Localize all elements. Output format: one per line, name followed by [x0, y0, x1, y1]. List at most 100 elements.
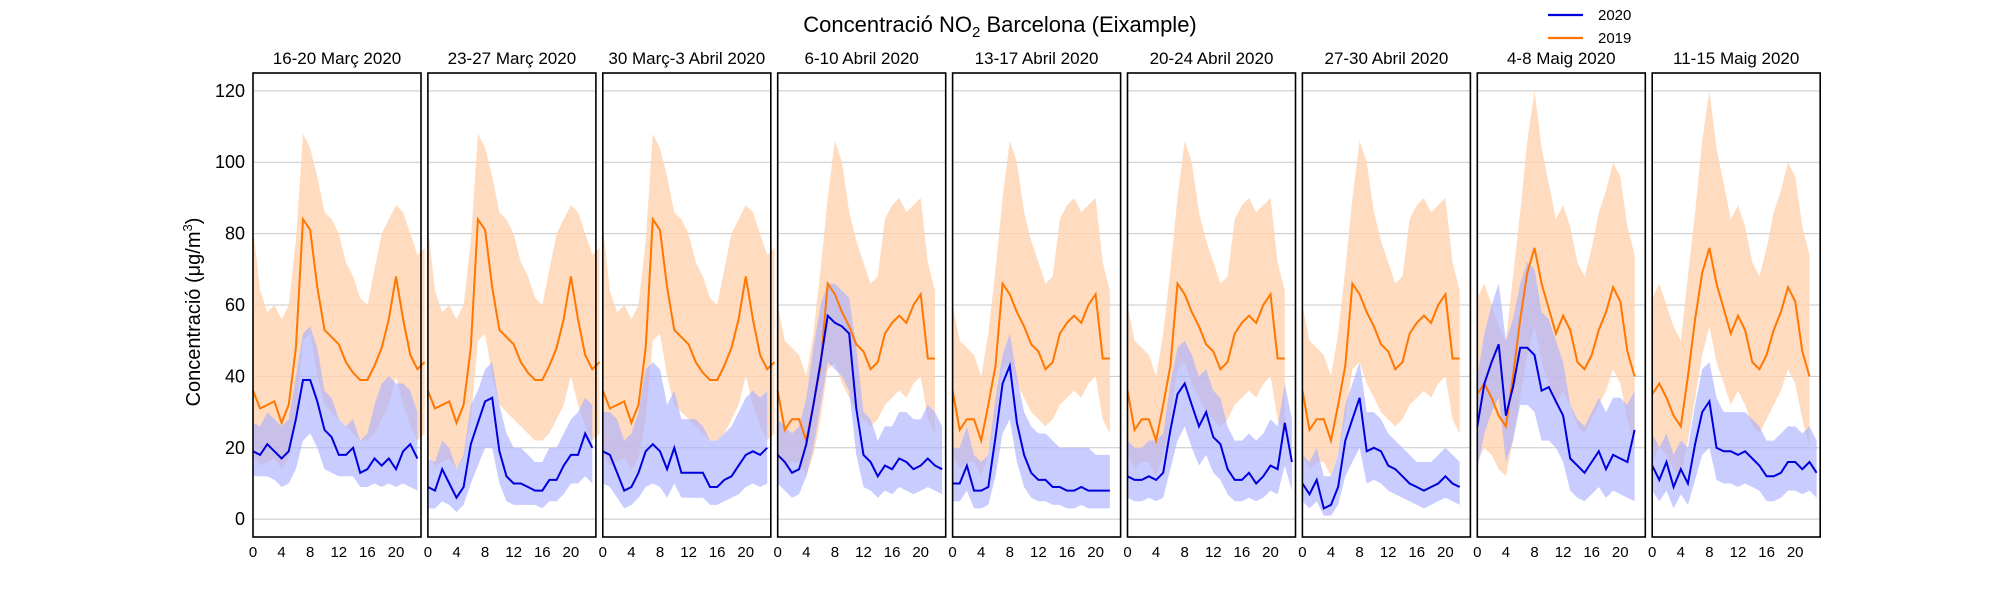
x-tick-label: 20 [563, 544, 580, 561]
legend: 2020 2019 [1548, 7, 1631, 47]
y-tick-label: 0 [235, 509, 245, 529]
series-line-2019 [1301, 280, 1460, 445]
x-tick-label: 0 [599, 544, 607, 561]
chart-panel: 11-15 Maig 2020 0 4 8 12 16 20 [1648, 49, 1821, 561]
band-2020 [1477, 262, 1635, 502]
x-tick-label: 16 [534, 544, 551, 561]
panel-title: 27-30 Abril 2020 [1324, 49, 1448, 68]
x-tick-label: 4 [1152, 544, 1160, 561]
x-tick-label: 12 [1030, 544, 1047, 561]
series-line-2020 [602, 442, 768, 492]
x-tick-label: 0 [1648, 544, 1656, 561]
x-tick-label: 4 [277, 544, 285, 561]
series-line-2019 [1126, 280, 1285, 445]
panel-frame [427, 72, 597, 538]
series-line-2019 [601, 216, 776, 426]
series-line-2019 [1651, 247, 1811, 430]
y-axis-label: Concentració (μg/m3) [180, 218, 205, 407]
x-tick-label: 20 [1262, 544, 1279, 561]
chart-panel: 6-10 Abril 2020 0 4 8 12 16 20 [774, 49, 947, 561]
series-line-2020 [1476, 343, 1636, 475]
chart-title-main: Concentració NO [803, 12, 972, 37]
series-line-2019 [252, 216, 426, 426]
panel-frame [1651, 72, 1821, 538]
x-tick-label: 20 [388, 544, 405, 561]
x-tick-label: 0 [1123, 544, 1131, 561]
x-tick-label: 16 [1059, 544, 1076, 561]
x-tick-label: 8 [1181, 544, 1189, 561]
band-2019 [1652, 90, 1810, 477]
panel-frame [601, 72, 772, 538]
x-tick-label: 12 [505, 544, 522, 561]
series-line-2019 [426, 216, 601, 426]
panel-title: 4-8 Maig 2020 [1507, 49, 1616, 68]
chart-panel: 16-20 Març 2020 0 4 8 12 16 20 0 20 40 60 80 100 120 [215, 49, 426, 561]
x-tick-label: 0 [249, 544, 257, 561]
panel-frame [252, 72, 422, 538]
x-tick-label: 8 [1530, 544, 1538, 561]
band-2020 [777, 283, 943, 498]
x-tick-label: 20 [1437, 544, 1454, 561]
chart-panel: 20-24 Abril 2020 0 4 8 12 16 20 [1123, 49, 1297, 561]
series-line-2020 [1127, 381, 1293, 486]
x-tick-label: 4 [1502, 544, 1510, 561]
y-tick-label: 80 [225, 224, 245, 244]
series-line-2019 [776, 280, 935, 445]
band-2020 [1302, 362, 1460, 516]
chart-panel: 30 Març-3 Abril 2020 0 4 8 12 16 20 [599, 49, 776, 561]
x-tick-label: 16 [1758, 544, 1775, 561]
x-tick-label: 20 [912, 544, 929, 561]
y-tick-label: 100 [215, 152, 245, 172]
x-tick-label: 12 [1380, 544, 1397, 561]
panel-frame [1126, 72, 1297, 538]
x-tick-label: 12 [1205, 544, 1222, 561]
series-line-2020 [1651, 398, 1818, 491]
x-tick-label: 0 [948, 544, 956, 561]
x-tick-label: 8 [831, 544, 839, 561]
x-tick-label: 8 [306, 544, 314, 561]
x-tick-label: 16 [1583, 544, 1600, 561]
chart-panel: 23-27 Març 2020 0 4 8 12 16 20 [424, 49, 601, 561]
x-tick-label: 8 [1705, 544, 1713, 561]
band-2020 [253, 326, 418, 491]
x-tick-label: 16 [1234, 544, 1251, 561]
y-axis-label-superscript: 3 [180, 224, 195, 231]
x-tick-label: 16 [709, 544, 726, 561]
panel-title: 6-10 Abril 2020 [805, 49, 919, 68]
chart-title: Concentració NO2 Barcelona (Eixample) [803, 12, 1197, 41]
x-tick-label: 0 [774, 544, 782, 561]
y-axis-label-end: ) [183, 218, 205, 225]
legend-label: 2020 [1598, 7, 1631, 24]
x-tick-label: 4 [627, 544, 635, 561]
x-tick-label: 16 [359, 544, 376, 561]
panel-frame [1301, 72, 1472, 538]
x-tick-label: 16 [1408, 544, 1425, 561]
band-2019 [427, 133, 600, 470]
x-tick-label: 16 [884, 544, 901, 561]
x-tick-label: 12 [680, 544, 697, 561]
panel-frame [776, 72, 947, 538]
x-tick-label: 12 [855, 544, 872, 561]
x-tick-label: 4 [452, 544, 460, 561]
x-tick-label: 4 [977, 544, 985, 561]
chart-title-rest: Barcelona (Eixample) [980, 12, 1196, 37]
panel-title: 16-20 Març 2020 [273, 49, 402, 68]
band-2020 [427, 362, 593, 512]
band-2020 [602, 362, 768, 509]
x-tick-label: 4 [802, 544, 810, 561]
x-tick-label: 4 [1327, 544, 1335, 561]
x-tick-label: 12 [1730, 544, 1747, 561]
y-tick-label: 40 [225, 366, 245, 386]
panel-frame [951, 72, 1122, 538]
panel-title: 30 Març-3 Abril 2020 [608, 49, 765, 68]
panel-frame [1476, 72, 1647, 538]
panel-title: 20-24 Abril 2020 [1150, 49, 1274, 68]
x-tick-label: 0 [424, 544, 432, 561]
series-line-2020 [1301, 397, 1461, 510]
y-tick-label: 20 [225, 438, 245, 458]
chart-panel: 4-8 Maig 2020 0 4 8 12 16 20 [1473, 49, 1647, 561]
x-tick-label: 8 [1355, 544, 1363, 561]
x-tick-label: 4 [1677, 544, 1685, 561]
